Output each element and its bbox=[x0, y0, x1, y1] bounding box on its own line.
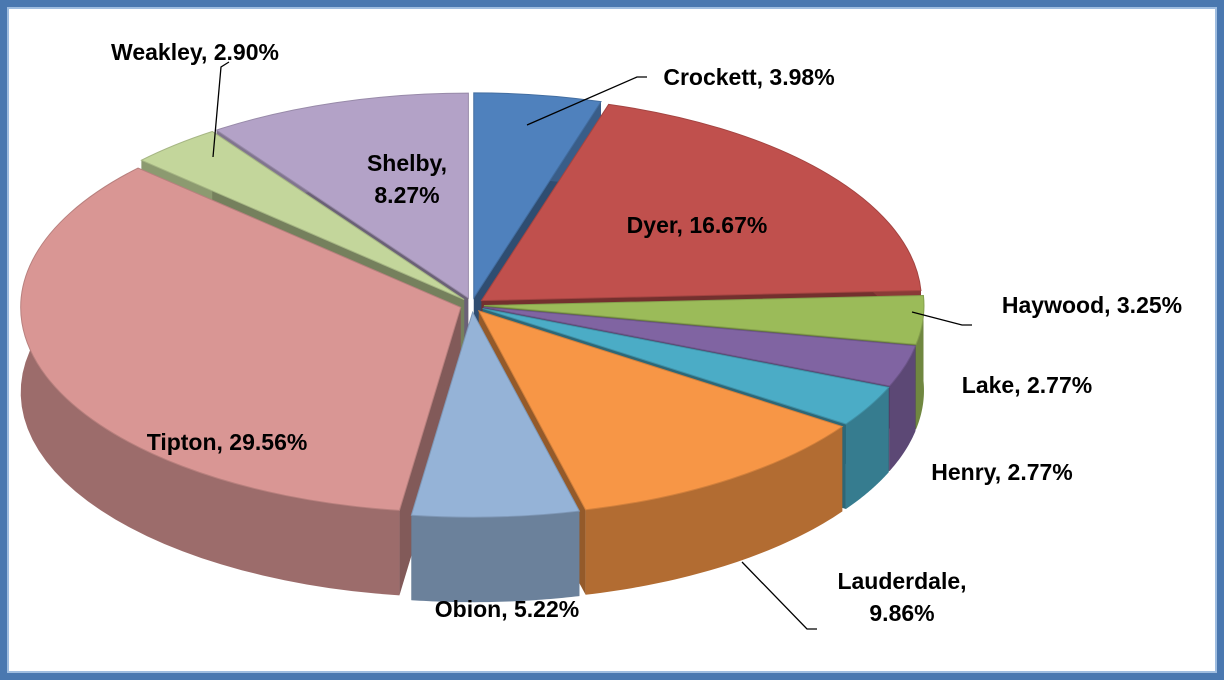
leader-line bbox=[911, 311, 972, 326]
slice-side bbox=[411, 511, 580, 603]
leader-line bbox=[741, 561, 817, 630]
chart bbox=[20, 61, 972, 630]
slice-top bbox=[483, 294, 925, 345]
slice-top bbox=[482, 307, 890, 425]
slice-side bbox=[20, 168, 400, 596]
data-label: Lake, 2.77% bbox=[961, 372, 1093, 398]
leader-line bbox=[526, 76, 647, 126]
data-label: Tipton, 29.56% bbox=[146, 429, 308, 455]
slice-side bbox=[585, 426, 843, 595]
slice-top bbox=[140, 130, 465, 301]
data-label: Henry, 2.77% bbox=[931, 459, 1073, 485]
slice bbox=[20, 167, 462, 596]
data-label: Obion, 5.22% bbox=[434, 596, 580, 622]
data-label: Dyer, 16.67% bbox=[626, 212, 768, 238]
data-label: Weakley, 2.90% bbox=[111, 39, 279, 65]
slice-top bbox=[480, 103, 922, 302]
slice bbox=[410, 310, 581, 603]
leader-line bbox=[212, 61, 230, 158]
data-label: Lauderdale, 9.86% bbox=[837, 568, 967, 626]
data-label: Crockett, 3.98% bbox=[663, 64, 835, 90]
slice-top bbox=[483, 306, 917, 387]
slice-top bbox=[473, 92, 602, 300]
data-label: Haywood, 3.25% bbox=[1001, 292, 1183, 318]
leader-lines bbox=[212, 61, 972, 630]
slice-side bbox=[845, 387, 889, 510]
slice-top bbox=[215, 92, 469, 300]
slice-top bbox=[410, 310, 581, 518]
pie bbox=[20, 92, 925, 603]
slice-side bbox=[889, 345, 916, 471]
slice-side bbox=[915, 295, 924, 430]
data-label: Shelby, 8.27% bbox=[366, 150, 448, 208]
slice-top bbox=[20, 167, 462, 511]
slice-top bbox=[477, 310, 844, 511]
